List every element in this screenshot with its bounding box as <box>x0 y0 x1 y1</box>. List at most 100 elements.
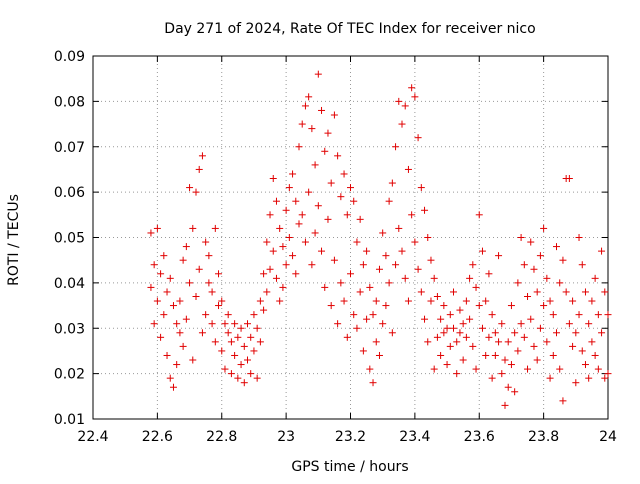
data-point <box>202 238 210 246</box>
data-point <box>308 125 316 133</box>
data-point <box>524 292 532 300</box>
data-point <box>501 401 509 409</box>
data-point <box>488 311 496 319</box>
data-point <box>475 211 483 219</box>
data-point <box>588 338 596 346</box>
data-point <box>160 311 168 319</box>
data-point <box>343 333 351 341</box>
data-point <box>359 347 367 355</box>
data-point <box>430 365 438 373</box>
data-point <box>517 234 525 241</box>
data-point <box>543 274 551 282</box>
data-point <box>218 297 226 305</box>
data-point <box>189 224 197 232</box>
data-point <box>176 297 184 305</box>
data-point <box>559 397 567 405</box>
data-point <box>179 256 187 264</box>
data-point <box>556 365 564 373</box>
data-point <box>330 256 338 264</box>
data-point <box>501 356 509 364</box>
data-point <box>282 206 290 214</box>
data-point <box>569 297 577 305</box>
data-point <box>311 229 319 237</box>
data-point <box>491 351 499 359</box>
data-point <box>231 320 239 328</box>
data-point <box>594 311 602 319</box>
data-point <box>340 297 348 305</box>
data-point <box>250 311 258 319</box>
data-point <box>218 347 226 355</box>
data-point <box>237 324 245 332</box>
x-tick-label: 23.4 <box>399 429 430 445</box>
data-point <box>527 238 535 246</box>
data-point <box>395 97 403 105</box>
data-point <box>485 333 493 341</box>
data-point <box>276 224 284 232</box>
data-point <box>540 224 548 232</box>
data-point <box>314 202 322 210</box>
data-point <box>289 252 297 260</box>
data-point <box>546 297 554 305</box>
data-point <box>182 315 190 323</box>
data-point <box>533 356 541 364</box>
data-point <box>298 120 306 128</box>
data-point <box>504 383 512 391</box>
data-point <box>224 329 232 337</box>
data-point <box>263 288 271 296</box>
data-point <box>604 370 612 378</box>
data-point <box>347 270 354 278</box>
data-point <box>414 265 422 273</box>
data-point <box>179 342 187 350</box>
data-point <box>208 320 216 328</box>
data-point <box>382 252 390 260</box>
data-point <box>176 329 184 337</box>
data-point <box>356 215 364 223</box>
data-point <box>234 374 242 382</box>
data-point <box>247 370 255 378</box>
data-point <box>549 311 557 319</box>
data-point <box>253 374 261 382</box>
data-point <box>240 379 248 387</box>
data-point <box>298 211 306 219</box>
data-point <box>285 184 293 192</box>
data-point <box>427 256 435 264</box>
data-point <box>433 333 441 341</box>
data-point <box>198 329 206 337</box>
data-point <box>511 388 519 396</box>
data-point <box>414 134 422 142</box>
data-point <box>234 333 242 341</box>
data-point <box>543 338 551 346</box>
data-point <box>237 361 245 369</box>
data-point <box>553 243 560 251</box>
data-point <box>363 315 371 323</box>
data-point <box>598 247 606 255</box>
data-point <box>569 342 577 350</box>
data-point <box>195 165 203 173</box>
data-point <box>356 288 364 296</box>
data-point <box>572 379 580 387</box>
axis-ticks: 22.4 22.6 22.8 23 23.2 23.4 23.6 23.8 24 0.01 0.02… <box>54 49 617 445</box>
data-point <box>189 356 197 364</box>
data-point <box>498 320 506 328</box>
data-point <box>594 365 602 373</box>
data-point <box>575 311 583 319</box>
data-point <box>453 370 461 378</box>
data-point <box>314 70 322 78</box>
data-point <box>157 270 165 278</box>
data-point <box>343 211 351 219</box>
data-point <box>459 356 467 364</box>
data-point <box>192 188 200 196</box>
data-point <box>385 197 393 205</box>
data-point <box>488 374 496 382</box>
data-point <box>578 347 586 355</box>
data-point <box>366 365 374 373</box>
x-tick-label: 23 <box>277 429 295 445</box>
data-point <box>546 374 554 382</box>
data-point <box>559 256 567 264</box>
data-point <box>369 311 377 319</box>
data-point <box>424 234 432 241</box>
data-point <box>350 311 358 319</box>
data-point <box>565 320 573 328</box>
data-point <box>469 261 477 269</box>
